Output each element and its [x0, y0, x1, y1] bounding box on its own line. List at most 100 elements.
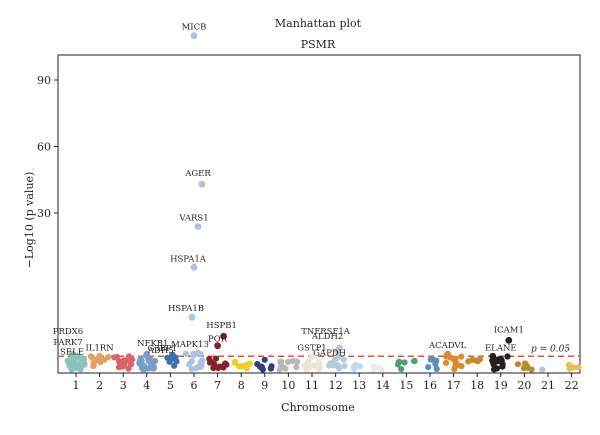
data-point: [121, 360, 128, 368]
data-point: [570, 364, 577, 371]
x-tick-label: 4: [143, 379, 150, 392]
data-point: [215, 364, 222, 372]
x-tick-label: 9: [261, 379, 268, 392]
labeled-point: [334, 347, 341, 355]
data-point: [458, 363, 465, 370]
gene-label: HSPA1A: [170, 254, 207, 264]
x-tick-label: 3: [120, 379, 127, 392]
labeled-point: [190, 32, 198, 40]
gene-label: GAPDH: [313, 348, 346, 358]
data-point: [425, 364, 432, 371]
x-tick-label: 15: [399, 379, 413, 392]
data-point: [114, 353, 121, 361]
data-point: [199, 357, 206, 364]
data-point: [315, 365, 322, 373]
data-point: [261, 356, 268, 363]
gene-label: AGER: [184, 169, 211, 179]
data-point: [125, 353, 133, 360]
gene-label: TNFRSF1A: [301, 327, 351, 337]
y-axis-title: −Log10 (p value): [23, 172, 36, 269]
x-tick-label: 14: [376, 379, 390, 392]
data-point: [81, 361, 88, 368]
data-point: [150, 365, 157, 372]
x-tick-label: 12: [329, 379, 343, 392]
x-tick-label: 19: [494, 379, 508, 392]
data-point: [221, 362, 228, 369]
data-point: [315, 359, 323, 366]
data-point: [539, 366, 546, 373]
x-tick-label: 22: [565, 379, 579, 392]
gene-label: VARS1: [178, 214, 208, 224]
data-point: [166, 358, 173, 365]
data-point: [231, 359, 238, 367]
data-point: [334, 362, 341, 369]
gene-label: GSTP1: [297, 343, 326, 353]
data-point: [497, 355, 504, 362]
x-axis-title: Chromosome: [281, 401, 355, 414]
gene-label: PRDX6: [53, 327, 83, 337]
labeled-point: [308, 352, 316, 360]
labeled-point: [489, 352, 497, 360]
data-point: [305, 358, 312, 365]
data-point: [427, 356, 434, 363]
gene-label: HSPA1B: [168, 304, 204, 314]
labeled-point: [214, 342, 222, 350]
data-point: [289, 357, 297, 365]
gene-labels: MICBAGERVARS1HSPA1AHSPA1BHSPB1PORMAPK13G…: [53, 23, 524, 359]
threshold-label: p = 0.05: [531, 344, 570, 354]
x-tick-label: 18: [470, 379, 484, 392]
data-point: [340, 356, 347, 363]
data-point: [182, 350, 189, 357]
gene-label: ALDH2: [311, 332, 343, 342]
data-point: [278, 358, 285, 366]
gene-label: SELE: [60, 347, 84, 357]
data-point: [375, 365, 382, 372]
data-point: [351, 366, 358, 373]
data-point: [432, 358, 440, 365]
data-point: [411, 357, 418, 364]
data-point: [141, 363, 148, 370]
gene-label: ACADVL: [428, 341, 467, 351]
labeled-point: [194, 349, 202, 357]
gene-label: ICAM1: [494, 325, 524, 335]
data-point: [282, 365, 289, 372]
data-point: [452, 358, 459, 366]
data-point: [451, 365, 458, 373]
x-tick-label: 1: [73, 379, 80, 392]
data-point: [514, 361, 522, 368]
data-point: [145, 357, 152, 365]
data-point: [401, 359, 408, 366]
data-point: [575, 364, 582, 371]
data-point: [125, 365, 132, 372]
chart-title: Manhattan plot: [275, 17, 362, 30]
data-point: [285, 358, 292, 366]
data-point: [276, 366, 283, 373]
labeled-point: [72, 352, 80, 360]
labeled-point: [194, 223, 202, 231]
data-point: [97, 359, 104, 366]
x-tick-label: 2: [96, 379, 103, 392]
data-points: [64, 32, 582, 373]
labeled-point: [505, 337, 513, 344]
data-point: [171, 362, 178, 369]
data-point: [186, 361, 193, 368]
y-tick-label: 60: [37, 141, 51, 154]
data-point: [396, 358, 403, 365]
labeled-point: [143, 351, 151, 359]
x-tick-label: 13: [352, 379, 366, 392]
labeled-point: [444, 350, 451, 358]
x-tick-label: 5: [167, 379, 174, 392]
gene-label: HSPB1: [206, 321, 237, 331]
gene-label: IL1RN: [85, 343, 114, 353]
data-point: [504, 353, 511, 360]
data-point: [398, 366, 405, 373]
data-point: [474, 358, 481, 365]
x-tick-label: 20: [517, 379, 531, 392]
y-tick-label: 30: [37, 207, 51, 220]
data-point: [458, 353, 465, 360]
data-point: [465, 358, 472, 365]
gene-label: G3BP1: [148, 344, 178, 354]
x-tick-label: 10: [281, 379, 295, 392]
